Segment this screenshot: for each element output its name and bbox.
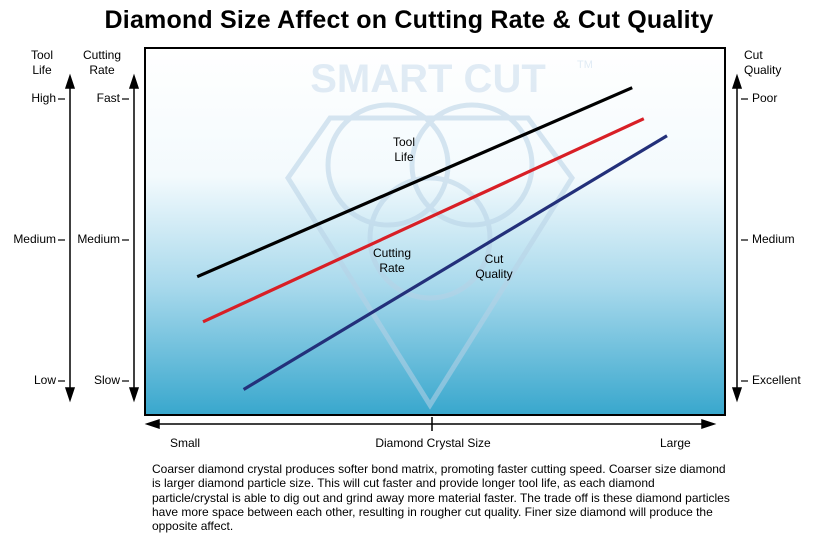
cutting-rate-label-line2: Rate xyxy=(379,261,405,275)
tool-life-tick-medium: Medium xyxy=(13,232,56,246)
cutting-rate-header-line1: Cutting xyxy=(82,48,122,62)
tool-life-series-label: Tool Life xyxy=(378,135,430,165)
diamond-logo-icon xyxy=(285,102,576,410)
x-axis-title: Diamond Crystal Size xyxy=(375,436,491,450)
cutting-rate-line xyxy=(202,117,645,324)
tool-life-label-line2: Life xyxy=(394,150,414,164)
cut-quality-axis-header: Cut Quality xyxy=(744,48,804,78)
cut-quality-line xyxy=(242,134,668,391)
cut-quality-tick-medium: Medium xyxy=(752,232,795,246)
tool-life-line xyxy=(196,86,633,279)
tool-life-label-line1: Tool xyxy=(392,135,415,149)
tool-life-tick-high: High xyxy=(31,91,56,105)
cutting-rate-tick-fast: Fast xyxy=(96,91,120,105)
tool-life-axis-header: Tool Life xyxy=(17,48,67,78)
cut-quality-tick-excellent: Excellent xyxy=(752,373,801,387)
chart-title: Diamond Size Affect on Cutting Rate & Cu… xyxy=(104,6,714,34)
tool-life-tick-low: Low xyxy=(33,373,56,387)
cutting-rate-axis-header: Cutting Rate xyxy=(74,48,130,78)
smart-cut-watermark: SMART CUT TM xyxy=(285,57,593,410)
cut-quality-header-line2: Quality xyxy=(744,63,782,77)
cut-quality-label-line1: Cut xyxy=(484,252,504,266)
tool-life-axis-arrow xyxy=(64,73,76,403)
x-axis-arrow xyxy=(144,417,717,431)
watermark-tm: TM xyxy=(577,59,593,71)
cut-quality-header-line1: Cut xyxy=(744,48,763,62)
cut-quality-series-label: Cut Quality xyxy=(464,252,524,282)
plot-area xyxy=(144,47,726,416)
x-label-small: Small xyxy=(170,436,201,450)
axis-tick-marks xyxy=(58,98,748,382)
cutting-rate-tick-slow: Slow xyxy=(93,373,120,387)
cutting-rate-series-label: Cutting Rate xyxy=(362,246,422,276)
cut-quality-label-line2: Quality xyxy=(475,267,513,281)
cut-quality-axis-arrow xyxy=(731,73,743,403)
watermark-text: SMART CUT xyxy=(310,57,546,101)
tool-life-header-line1: Tool xyxy=(30,48,53,62)
cut-quality-tick-poor: Poor xyxy=(752,91,778,105)
description-text: Coarser diamond crystal produces softer … xyxy=(152,462,730,534)
tool-life-header-line2: Life xyxy=(32,63,52,77)
cutting-rate-label-line1: Cutting xyxy=(372,246,412,260)
cutting-rate-axis-arrow xyxy=(128,73,140,403)
series-lines xyxy=(196,86,668,391)
cutting-rate-header-line2: Rate xyxy=(89,63,115,77)
x-label-large: Large xyxy=(660,436,691,450)
cutting-rate-tick-medium: Medium xyxy=(77,232,120,246)
